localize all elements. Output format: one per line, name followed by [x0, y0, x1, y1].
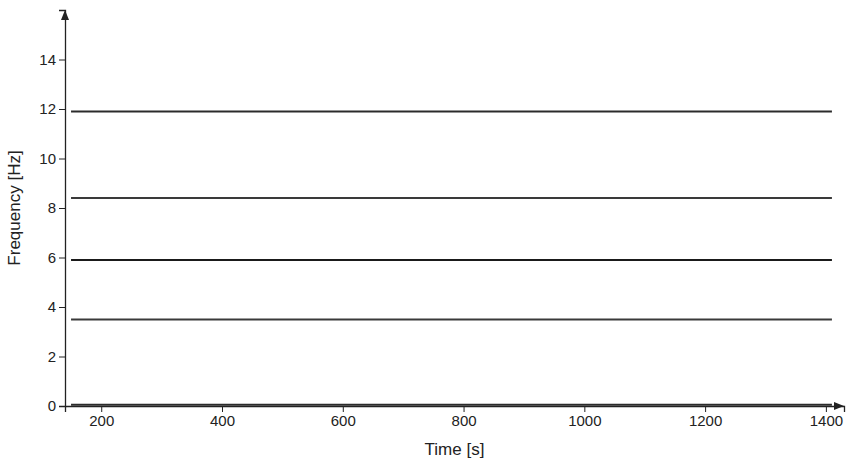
tick: 800	[452, 406, 477, 429]
tick-label: 600	[331, 412, 356, 429]
chart: 200 400 600 800 1000 1200 1400 0 2 4 6 8 10 12 14 Time …	[0, 0, 858, 465]
tick-mark	[59, 357, 65, 358]
tick-label: 14	[39, 51, 56, 68]
series-group	[71, 111, 832, 404]
axis-line	[59, 11, 66, 407]
tick-mark	[59, 307, 65, 308]
tick: 6	[48, 249, 65, 266]
tick-mark	[59, 159, 65, 160]
tick-label: 1200	[689, 412, 722, 429]
tick-label: 0	[48, 397, 56, 414]
tick: 0	[48, 397, 65, 414]
tick: 200	[89, 406, 114, 429]
axis-arrow	[834, 402, 844, 410]
tick-mark	[59, 208, 65, 209]
tick: 14	[39, 51, 65, 68]
spectral-line	[71, 110, 832, 112]
tick: 8	[48, 199, 65, 216]
tick-label: 6	[48, 249, 56, 266]
tick-mark	[59, 258, 65, 259]
plot: 200 400 600 800 1000 1200 1400 0 2 4 6 8 10 12 14	[39, 10, 844, 429]
x-axis-title: Time [s]	[425, 440, 485, 459]
tick-label: 4	[48, 298, 56, 315]
tick: 600	[331, 406, 356, 429]
axis-arrow	[61, 10, 69, 20]
tick: 1400	[810, 406, 843, 429]
tick-label: 8	[48, 199, 56, 216]
tick: 1200	[689, 406, 722, 429]
tick: 4	[48, 298, 65, 315]
tick: 1000	[568, 406, 601, 429]
spectral-line	[71, 318, 832, 320]
spectral-line	[71, 259, 832, 261]
tick-mark	[59, 109, 65, 110]
y-axis: 0 2 4 6 8 10 12 14	[39, 11, 65, 415]
tick: 10	[39, 150, 65, 167]
tick-label: 1400	[810, 412, 843, 429]
y-axis-title: Frequency [Hz]	[5, 150, 24, 265]
tick: 400	[210, 406, 235, 429]
spectral-line	[71, 404, 832, 406]
tick: 2	[48, 348, 65, 365]
tick-label: 200	[89, 412, 114, 429]
tick-label: 800	[452, 412, 477, 429]
tick-mark	[59, 406, 65, 407]
tick-label: 12	[39, 100, 56, 117]
tick-label: 2	[48, 348, 56, 365]
tick-label: 1000	[568, 412, 601, 429]
tick: 12	[39, 100, 65, 117]
tick-mark	[59, 60, 65, 61]
tick-label: 400	[210, 412, 235, 429]
tick-label: 10	[39, 150, 56, 167]
spectral-line	[71, 197, 832, 199]
x-axis: 200 400 600 800 1000 1200 1400	[66, 406, 845, 429]
